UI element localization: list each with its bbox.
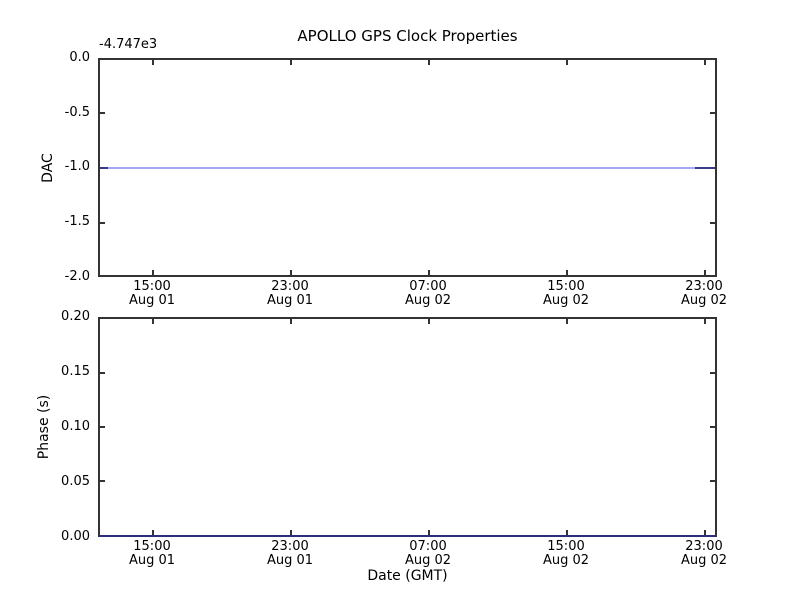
x-tick-date: Aug 01 <box>266 552 314 568</box>
y-tick-label: 0.05 <box>61 474 90 489</box>
y-tick-label: 0.20 <box>61 309 90 324</box>
tick-mark <box>100 372 105 374</box>
x-tick-label: 23:00 Aug 01 <box>248 280 332 307</box>
tick-mark <box>566 319 568 324</box>
x-tick-time: 23:00 <box>271 279 309 294</box>
tick-mark <box>710 480 715 482</box>
x-tick-date: Aug 02 <box>542 292 590 308</box>
tick-mark <box>566 270 568 275</box>
x-tick-time: 15:00 <box>133 279 171 294</box>
y-tick-label: -1.0 <box>64 159 90 174</box>
tick-mark <box>710 112 715 114</box>
y-tick-label: -2.0 <box>64 269 90 284</box>
phase-plot-area <box>98 317 717 537</box>
y-tick-label: -0.5 <box>64 105 90 120</box>
tick-mark <box>100 222 105 224</box>
y-tick-label: 0.10 <box>61 419 90 434</box>
tick-mark <box>428 530 430 535</box>
x-tick-label: 15:00 Aug 01 <box>110 540 194 567</box>
tick-mark <box>704 530 706 535</box>
tick-mark <box>428 319 430 324</box>
x-tick-label: 15:00 Aug 01 <box>110 280 194 307</box>
tick-mark <box>704 270 706 275</box>
tick-mark <box>704 319 706 324</box>
x-tick-time: 15:00 <box>133 539 171 554</box>
tick-mark <box>704 60 706 65</box>
tick-mark <box>710 222 715 224</box>
x-tick-date: Aug 02 <box>404 552 452 568</box>
chart-title: APOLLO GPS Clock Properties <box>297 27 518 45</box>
x-tick-label: 07:00 Aug 02 <box>386 280 470 307</box>
x-tick-label: 15:00 Aug 02 <box>524 280 608 307</box>
x-tick-date: Aug 01 <box>128 292 176 308</box>
dac-data-line-dense-start <box>100 167 108 169</box>
y-axis-label-dac: DAC <box>40 153 56 183</box>
x-tick-time: 07:00 <box>409 279 447 294</box>
dac-data-line-dense-end <box>695 167 715 169</box>
tick-mark <box>100 480 105 482</box>
x-axis-label: Date (GMT) <box>367 568 448 584</box>
y-tick-label: 0.0 <box>69 50 90 65</box>
tick-mark <box>290 530 292 535</box>
tick-mark <box>290 60 292 65</box>
tick-mark <box>152 319 154 324</box>
tick-mark <box>428 60 430 65</box>
tick-mark <box>566 530 568 535</box>
x-tick-date: Aug 01 <box>266 292 314 308</box>
x-tick-label: 15:00 Aug 02 <box>524 540 608 567</box>
tick-mark <box>100 426 105 428</box>
x-tick-label: 23:00 Aug 02 <box>662 540 746 567</box>
x-tick-time: 07:00 <box>409 539 447 554</box>
tick-mark <box>710 372 715 374</box>
x-tick-date: Aug 02 <box>404 292 452 308</box>
x-tick-time: 23:00 <box>685 279 723 294</box>
x-tick-time: 23:00 <box>271 539 309 554</box>
x-tick-date: Aug 01 <box>128 552 176 568</box>
y-tick-label: -1.5 <box>64 214 90 229</box>
x-tick-date: Aug 02 <box>542 552 590 568</box>
tick-mark <box>152 60 154 65</box>
y-axis-label-phase: Phase (s) <box>36 394 52 460</box>
y-axis-offset-text: -4.747e3 <box>99 37 158 52</box>
dac-plot-area <box>98 58 717 277</box>
x-tick-label: 23:00 Aug 01 <box>248 540 332 567</box>
x-tick-date: Aug 02 <box>680 552 728 568</box>
tick-mark <box>152 270 154 275</box>
x-tick-date: Aug 02 <box>680 292 728 308</box>
tick-mark <box>710 426 715 428</box>
x-tick-time: 15:00 <box>547 279 585 294</box>
tick-mark <box>100 112 105 114</box>
tick-mark <box>428 270 430 275</box>
dac-data-line <box>100 167 715 169</box>
x-tick-label: 07:00 Aug 02 <box>386 540 470 567</box>
tick-mark <box>290 270 292 275</box>
tick-mark <box>152 530 154 535</box>
x-tick-label: 23:00 Aug 02 <box>662 280 746 307</box>
y-tick-label: 0.00 <box>61 529 90 544</box>
tick-mark <box>290 319 292 324</box>
x-tick-time: 15:00 <box>547 539 585 554</box>
y-tick-label: 0.15 <box>61 364 90 379</box>
tick-mark <box>566 60 568 65</box>
x-tick-time: 23:00 <box>685 539 723 554</box>
